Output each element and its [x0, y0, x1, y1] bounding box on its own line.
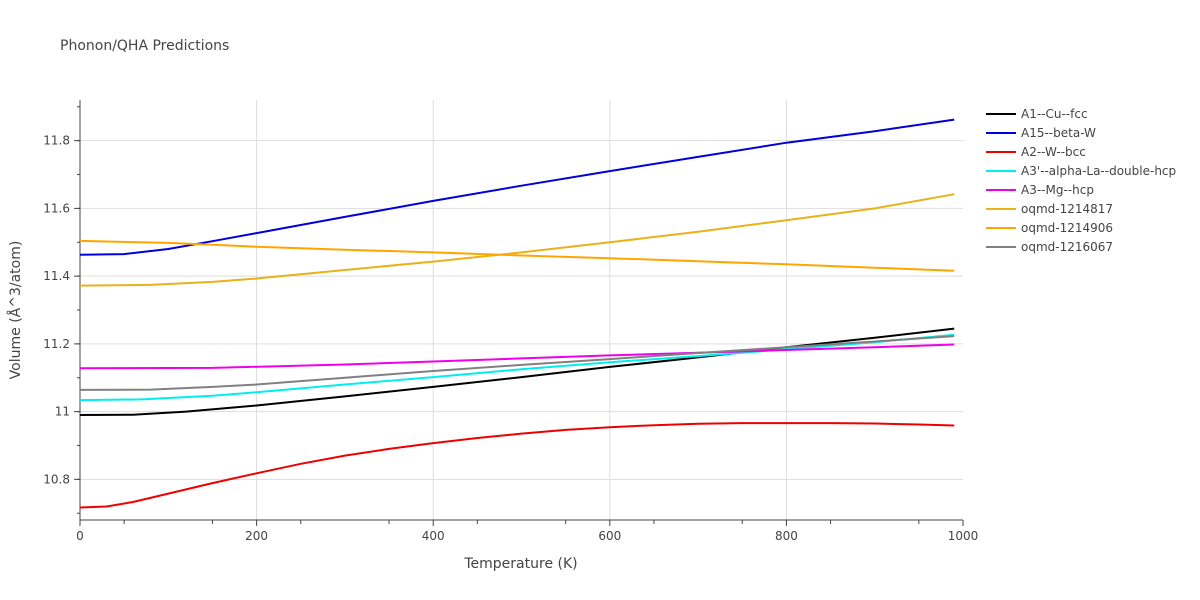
series-line-4 — [79, 343, 955, 370]
chart-title: Phonon/QHA Predictions — [60, 38, 229, 54]
legend-item-2[interactable]: A2--W--bcc — [986, 145, 1086, 159]
legend-label: A3--Mg--hcp — [1021, 183, 1094, 197]
series-line-3 — [79, 333, 955, 402]
legend-item-5[interactable]: oqmd-1214817 — [986, 202, 1113, 216]
y-tick-labels: 10.8 11 11.2 11.4 11.6 11.8 — [43, 134, 70, 487]
x-tick-labels: 0 200 400 600 800 1000 — [76, 529, 978, 543]
legend-label: A2--W--bcc — [1021, 145, 1086, 159]
legend-item-4[interactable]: A3--Mg--hcp — [986, 183, 1094, 197]
legend-item-1[interactable]: A15--beta-W — [986, 126, 1096, 140]
legend-label: A1--Cu--fcc — [1021, 107, 1088, 121]
series-line-7 — [79, 335, 955, 391]
axes — [74, 100, 964, 526]
x-tick-label: 600 — [598, 529, 621, 543]
y-axis-title: Volume (Å^3/atom) — [7, 241, 24, 380]
legend[interactable]: A1--Cu--fcc A15--beta-W A2--W--bcc A3'--alp… — [986, 107, 1176, 254]
series-line-5 — [79, 193, 955, 287]
y-tick-label: 11.8 — [43, 134, 70, 148]
legend-item-6[interactable]: oqmd-1214906 — [986, 221, 1113, 235]
legend-label: A3'--alpha-La--double-hcp — [1021, 164, 1176, 178]
x-tick-label: 400 — [422, 529, 445, 543]
legend-item-3[interactable]: A3'--alpha-La--double-hcp — [986, 164, 1176, 178]
series-line-1 — [79, 118, 955, 256]
grid — [80, 100, 963, 520]
legend-label: oqmd-1216067 — [1021, 240, 1113, 254]
y-tick-label: 11.6 — [43, 201, 70, 215]
x-tick-label: 200 — [245, 529, 268, 543]
legend-label: oqmd-1214817 — [1021, 202, 1113, 216]
series-line-6 — [79, 239, 955, 272]
series-line-2 — [79, 422, 955, 509]
y-tick-label: 11.2 — [43, 337, 70, 351]
legend-label: oqmd-1214906 — [1021, 221, 1113, 235]
legend-item-0[interactable]: A1--Cu--fcc — [986, 107, 1088, 121]
plot-area — [79, 118, 955, 509]
y-tick-label: 11.4 — [43, 269, 70, 283]
x-tick-label: 1000 — [948, 529, 979, 543]
x-axis-title: Temperature (K) — [463, 556, 577, 572]
y-tick-label: 11 — [55, 405, 70, 419]
series-line-0 — [79, 327, 955, 416]
legend-label: A15--beta-W — [1021, 126, 1096, 140]
y-tick-label: 10.8 — [43, 472, 70, 486]
legend-item-7[interactable]: oqmd-1216067 — [986, 240, 1113, 254]
x-tick-label: 800 — [775, 529, 798, 543]
x-tick-label: 0 — [76, 529, 84, 543]
